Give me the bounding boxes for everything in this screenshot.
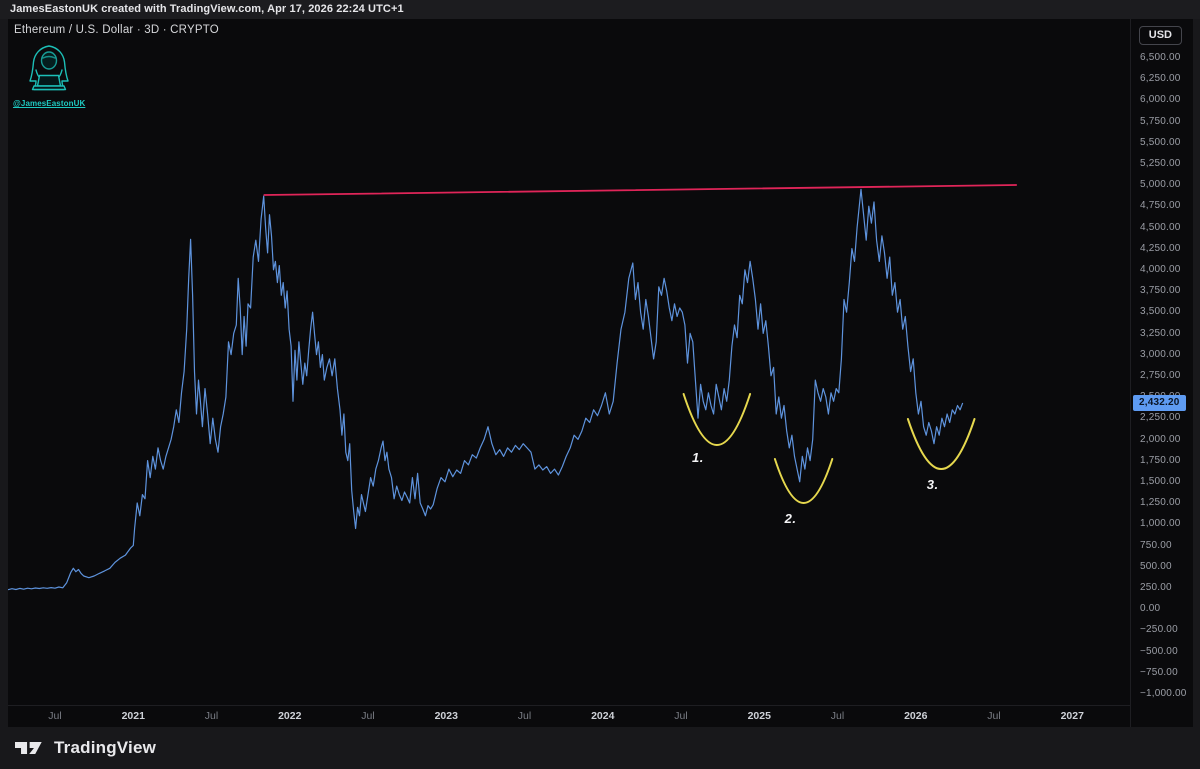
price-tick-label: 5,250.00 <box>1140 158 1181 169</box>
price-chart-plot[interactable] <box>8 19 1130 705</box>
price-tick-label: 4,750.00 <box>1140 200 1181 212</box>
chart-card: Ethereum / U.S. Dollar · 3D · CRYPTO @Ja… <box>8 19 1193 727</box>
price-tick-label: −500.00 <box>1140 645 1178 657</box>
price-tick-label: −750.00 <box>1140 666 1178 678</box>
time-tick-year: 2025 <box>747 710 771 722</box>
price-tick-label: 1,500.00 <box>1140 476 1181 487</box>
price-tick-label: 4,500.00 <box>1140 221 1181 233</box>
time-tick-month: Jul <box>517 710 532 722</box>
price-tick-label: 5,000.00 <box>1140 179 1181 191</box>
arc-number-label-1: 1. <box>692 449 704 465</box>
price-tick-label: 3,250.00 <box>1140 327 1181 339</box>
symbol-title[interactable]: Ethereum / U.S. Dollar · 3D · CRYPTO <box>14 24 219 36</box>
price-axis[interactable]: 6,500.00 6,250.00 6,000.00 5,750.00 5,500.00… <box>1130 19 1193 727</box>
time-tick-year: 2021 <box>121 710 145 722</box>
cup-arc-drawing-2[interactable] <box>773 458 834 504</box>
cup-arc-drawing-3[interactable] <box>906 418 976 470</box>
price-tick-label: 3,750.00 <box>1140 285 1181 297</box>
price-tick-label: 3,500.00 <box>1140 306 1181 318</box>
time-tick-year: 2027 <box>1060 710 1084 722</box>
last-price-badge: 2,432.20 <box>1133 394 1186 411</box>
time-tick-month: Jul <box>830 710 845 722</box>
time-axis[interactable]: Jul 2021 Jul 2022 Jul 2023 Jul 2024 Jul 2025 Jul 20… <box>8 705 1130 727</box>
creator-watermark: @JamesEastonUK <box>13 43 85 108</box>
tradingview-logo-icon <box>15 741 42 755</box>
time-tick-year: 2023 <box>434 710 458 722</box>
tradingview-brand-text: TradingView <box>54 738 157 757</box>
price-tick-label: 1,750.00 <box>1140 454 1181 466</box>
tradingview-logo[interactable]: TradingView <box>15 736 156 760</box>
time-tick-month: Jul <box>361 710 375 722</box>
cup-arc-drawing-1[interactable] <box>682 393 752 446</box>
arc-number-label-2: 2. <box>784 510 797 526</box>
creator-handle: @JamesEastonUK <box>13 99 86 108</box>
price-tick-label: 2,750.00 <box>1140 370 1181 381</box>
price-tick-label: 250.00 <box>1140 582 1172 593</box>
price-tick-label: 6,000.00 <box>1140 94 1181 106</box>
price-series-line <box>8 188 964 591</box>
price-tick-label: 3,000.00 <box>1140 348 1181 360</box>
hacker-avatar-icon <box>29 45 69 91</box>
price-tick-label: 5,500.00 <box>1140 136 1181 148</box>
time-tick-month: Jul <box>48 710 62 722</box>
price-tick-label: 1,250.00 <box>1140 497 1181 509</box>
arc-number-label-3: 3. <box>926 476 939 492</box>
time-tick-month: Jul <box>204 710 219 722</box>
symbol-title-text: Ethereum / U.S. Dollar · 3D · CRYPTO <box>14 24 219 36</box>
attribution-bar: JamesEastonUK created with TradingView.c… <box>0 0 1200 19</box>
resistance-trendline[interactable] <box>263 184 1018 196</box>
price-tick-label: 0.00 <box>1140 603 1161 615</box>
price-tick-label: 4,250.00 <box>1140 242 1181 254</box>
price-tick-label: 4,000.00 <box>1140 264 1181 275</box>
price-tick-label: −1,000.00 <box>1140 688 1187 699</box>
time-tick-month: Jul <box>987 710 1001 722</box>
price-tick-label: 500.00 <box>1140 560 1172 572</box>
attribution-text: JamesEastonUK created with TradingView.c… <box>10 3 404 15</box>
time-tick-year: 2022 <box>278 710 302 722</box>
price-tick-label: 1,000.00 <box>1140 518 1181 530</box>
time-tick-year: 2026 <box>904 710 928 722</box>
price-tick-label: 750.00 <box>1140 539 1172 551</box>
price-tick-label: 2,000.00 <box>1140 433 1181 445</box>
currency-toggle-button[interactable]: USD <box>1138 26 1182 45</box>
price-tick-label: 6,500.00 <box>1140 52 1181 63</box>
price-tick-label: 5,750.00 <box>1140 115 1181 127</box>
time-tick-month: Jul <box>674 710 688 722</box>
price-tick-label: 2,250.00 <box>1140 412 1181 424</box>
time-tick-year: 2024 <box>591 710 615 722</box>
price-tick-label: −250.00 <box>1140 624 1178 636</box>
price-tick-label: 6,250.00 <box>1140 73 1181 85</box>
footer-bar: TradingView <box>0 727 1200 769</box>
